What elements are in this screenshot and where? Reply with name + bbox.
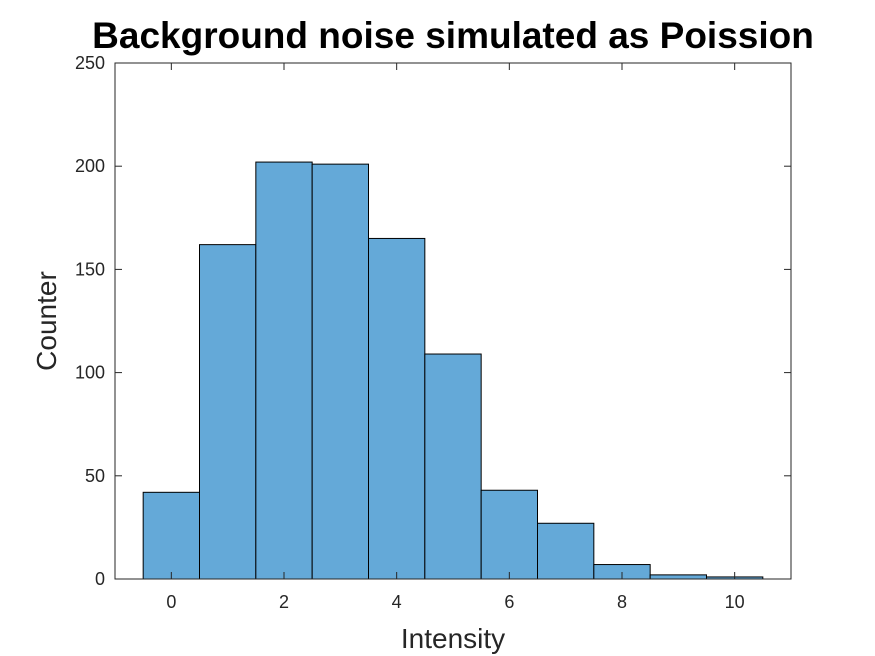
histogram-bar-4: [368, 237, 426, 580]
histogram-bar-2: [255, 161, 313, 580]
x-tick-label-0: 0: [166, 592, 176, 612]
histogram-bar-1: [199, 244, 257, 580]
histogram-bar-0: [142, 491, 201, 580]
y-axis-label: Counter: [31, 271, 62, 371]
chart-title: Background noise simulated as Poission: [92, 15, 814, 56]
y-axis-ticks: 0 50 100 150 200 250: [75, 53, 791, 589]
bars-group: [142, 161, 764, 580]
x-tick-label-6: 6: [504, 592, 514, 612]
histogram-bar-9: [649, 574, 708, 580]
histogram-bar-5: [424, 353, 482, 580]
x-axis-ticks: 0 2 4 6 8 10: [166, 63, 745, 612]
y-tick-label-0: 0: [95, 569, 105, 589]
histogram-bar-3: [311, 163, 369, 580]
histogram-bar-7: [537, 522, 595, 580]
y-tick-label-200: 200: [75, 156, 105, 176]
x-tick-label-2: 2: [279, 592, 289, 612]
y-tick-label-250: 250: [75, 53, 105, 73]
y-tick-label-100: 100: [75, 363, 105, 383]
y-tick-label-50: 50: [85, 466, 105, 486]
x-tick-label-4: 4: [392, 592, 402, 612]
plot-area-frame: [114, 62, 792, 580]
histogram-bar-6: [480, 489, 538, 580]
x-tick-label-10: 10: [725, 592, 745, 612]
y-tick-label-150: 150: [75, 259, 105, 279]
x-axis-label: Intensity: [401, 623, 505, 654]
x-tick-label-8: 8: [617, 592, 627, 612]
